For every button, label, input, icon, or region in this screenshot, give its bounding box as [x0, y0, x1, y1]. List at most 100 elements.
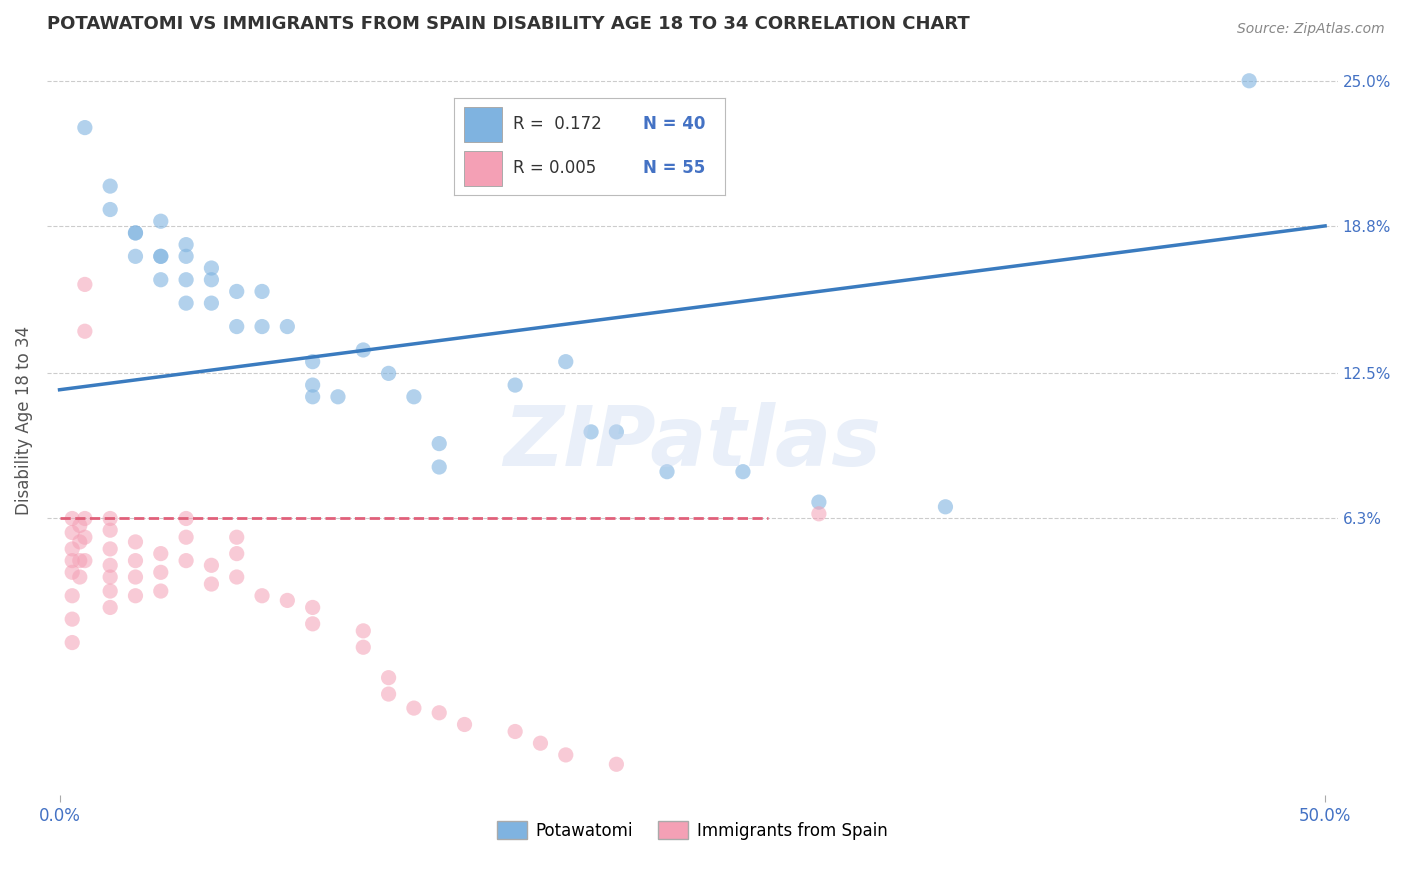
Point	[149, 547, 172, 561]
Point	[174, 530, 197, 544]
Point	[352, 624, 374, 638]
Point	[149, 566, 172, 580]
Point	[98, 584, 121, 599]
Point	[60, 525, 83, 540]
Point	[149, 584, 172, 599]
Point	[60, 541, 83, 556]
Point	[200, 296, 222, 310]
Y-axis label: Disability Age 18 to 34: Disability Age 18 to 34	[15, 326, 32, 515]
Point	[124, 535, 146, 549]
Point	[149, 214, 172, 228]
Point	[427, 460, 450, 475]
Point	[69, 535, 91, 549]
Point	[301, 616, 323, 631]
Point	[60, 511, 83, 525]
Point	[73, 554, 96, 568]
Point	[98, 541, 121, 556]
Point	[60, 554, 83, 568]
Point	[60, 635, 83, 649]
Point	[934, 500, 956, 514]
Point	[174, 273, 197, 287]
Point	[69, 518, 91, 533]
Point	[402, 390, 425, 404]
Point	[73, 324, 96, 338]
Point	[225, 570, 247, 584]
Point	[73, 530, 96, 544]
Point	[250, 285, 273, 299]
Point	[174, 296, 197, 310]
Point	[200, 260, 222, 275]
Point	[301, 390, 323, 404]
Point	[98, 179, 121, 194]
Point	[60, 566, 83, 580]
Point	[124, 226, 146, 240]
Point	[200, 558, 222, 573]
Point	[503, 378, 526, 392]
Point	[124, 249, 146, 263]
Point	[98, 558, 121, 573]
Text: ZIPatlas: ZIPatlas	[503, 402, 882, 483]
Point	[124, 570, 146, 584]
Point	[124, 226, 146, 240]
Point	[377, 367, 399, 381]
Point	[225, 530, 247, 544]
Point	[98, 570, 121, 584]
Point	[73, 511, 96, 525]
Point	[352, 343, 374, 357]
Point	[731, 465, 754, 479]
Point	[149, 273, 172, 287]
Point	[124, 554, 146, 568]
Point	[276, 319, 298, 334]
Point	[60, 612, 83, 626]
Point	[200, 273, 222, 287]
Point	[174, 237, 197, 252]
Point	[377, 687, 399, 701]
Point	[453, 717, 475, 731]
Point	[73, 120, 96, 135]
Point	[427, 706, 450, 720]
Point	[174, 511, 197, 525]
Point	[807, 495, 830, 509]
Point	[200, 577, 222, 591]
Point	[69, 570, 91, 584]
Point	[276, 593, 298, 607]
Point	[503, 724, 526, 739]
Point	[69, 554, 91, 568]
Point	[60, 589, 83, 603]
Point	[579, 425, 602, 439]
Point	[98, 202, 121, 217]
Point	[250, 589, 273, 603]
Point	[605, 425, 627, 439]
Point	[73, 277, 96, 292]
Point	[174, 249, 197, 263]
Point	[250, 319, 273, 334]
Point	[554, 747, 576, 762]
Point	[1237, 74, 1260, 88]
Point	[124, 589, 146, 603]
Text: POTAWATOMI VS IMMIGRANTS FROM SPAIN DISABILITY AGE 18 TO 34 CORRELATION CHART: POTAWATOMI VS IMMIGRANTS FROM SPAIN DISA…	[46, 15, 970, 33]
Point	[326, 390, 349, 404]
Point	[174, 554, 197, 568]
Legend: Potawatomi, Immigrants from Spain: Potawatomi, Immigrants from Spain	[491, 814, 894, 847]
Point	[655, 465, 678, 479]
Point	[352, 640, 374, 655]
Point	[427, 436, 450, 450]
Point	[554, 354, 576, 368]
Point	[149, 249, 172, 263]
Point	[98, 511, 121, 525]
Point	[605, 757, 627, 772]
Point	[301, 600, 323, 615]
Point	[149, 249, 172, 263]
Point	[225, 285, 247, 299]
Point	[98, 523, 121, 537]
Point	[377, 671, 399, 685]
Point	[301, 354, 323, 368]
Point	[98, 600, 121, 615]
Point	[807, 507, 830, 521]
Point	[301, 378, 323, 392]
Point	[529, 736, 551, 750]
Point	[402, 701, 425, 715]
Text: Source: ZipAtlas.com: Source: ZipAtlas.com	[1237, 22, 1385, 37]
Point	[225, 319, 247, 334]
Point	[225, 547, 247, 561]
